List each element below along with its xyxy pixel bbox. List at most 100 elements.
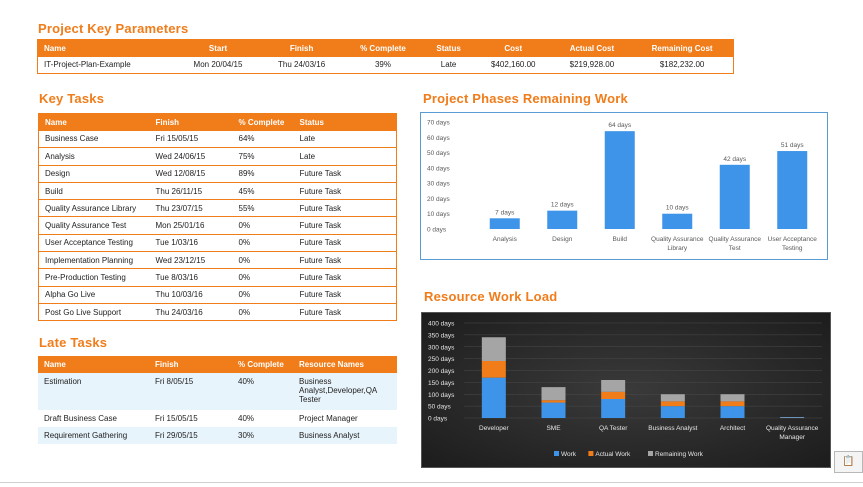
cell-status: Late (293, 147, 397, 166)
bar-segment (720, 406, 745, 418)
column-header-name: Name (38, 113, 150, 131)
phases-chart-svg: 0 days 10 days 20 days 30 days 40 days 50 day… (427, 120, 818, 253)
y-tick-label: 50 days (427, 150, 451, 157)
bar-segment (601, 399, 626, 418)
bar-segment (541, 387, 566, 401)
cell-finish: Fri 15/05/15 (149, 130, 233, 149)
cell-complete: 89% (232, 165, 294, 183)
cell-name: Requirement Gathering (38, 427, 149, 444)
x-tick-label: Design (552, 236, 573, 243)
resource-chart-title: Resource Work Load (424, 289, 558, 304)
bar-segment (660, 394, 685, 402)
bar-segment (660, 401, 685, 407)
bar-segment (720, 394, 745, 402)
x-tick-label: User Acceptance Testing (768, 236, 818, 252)
bar-segment (481, 377, 506, 418)
cell-status: Future Task (293, 216, 397, 235)
column-header-complete: % Complete (232, 356, 293, 373)
column-header-actual-cost: Actual Cost (552, 39, 632, 57)
key-tasks-table: Name Finish% Complete Status Business Case… (38, 113, 397, 322)
cell-finish: Thu 24/03/16 (155, 307, 203, 317)
table-row[interactable]: Design Wed 12/08/15 89% Future Task (38, 165, 397, 183)
y-tick-label: 60 days (427, 135, 451, 142)
y-tick-label: 30 days (427, 181, 451, 188)
cell-complete: 0% (232, 286, 294, 304)
y-tick-label: 250 days (428, 356, 455, 363)
cell-complete: 55% (232, 199, 294, 218)
key-params-title: Project Key Parameters (38, 21, 189, 36)
key-params-table: Name Start Finish% Complete Status Cost Actua… (37, 39, 734, 75)
key-params-row[interactable]: IT-Project-Plan-Example Mon 20/04/15 Thu 2… (38, 57, 734, 74)
cell-name: Pre-Production Testing (38, 268, 150, 287)
table-row[interactable]: Post Go Live Support Thu 24/03/16 0% Future… (39, 303, 397, 320)
cell-complete: 30% (232, 427, 293, 444)
x-tick-label: Build (613, 236, 628, 243)
bar (719, 164, 750, 229)
table-row[interactable]: Quality Assurance Library Thu 23/07/15 55%… (38, 199, 397, 218)
y-tick-label: 300 days (428, 344, 455, 351)
cell-finish: Thu 10/03/16 (149, 286, 233, 304)
y-tick-label: 150 days (428, 380, 455, 387)
cell-status: Future Task (293, 286, 397, 304)
clipboard-icon: 📋 (842, 456, 855, 467)
table-row[interactable]: Pre-Production Testing Tue 8/03/16 0% Futur… (38, 268, 397, 287)
bar-segment (481, 361, 506, 378)
table-row[interactable]: Analysis Wed 24/06/15 75% Late (38, 147, 397, 166)
bar (662, 213, 693, 229)
x-tick-label: Developer (479, 425, 509, 432)
cell-name: Implementation Planning (38, 251, 150, 270)
cell-complete: 64% (232, 130, 294, 149)
late-tasks-table: Name Finish% Complete Resource Names Estim… (38, 356, 397, 444)
legend-swatch (648, 451, 653, 456)
cell-finish: Fri 29/05/15 (149, 427, 232, 444)
x-tick-label: Quality Assurance Library (651, 236, 704, 252)
paste-options-button[interactable]: 📋 (834, 451, 863, 473)
column-header-complete: % Complete (342, 39, 424, 57)
cell-name: Analysis (38, 147, 150, 166)
resource-chart-svg: 0 days 50 days 100 days 150 days 200 days 250… (428, 321, 822, 458)
cell-resource-names: Project Manager (299, 414, 358, 423)
page-divider (0, 482, 863, 483)
column-header-finish: Finish (149, 113, 233, 131)
column-header-cost: Cost (473, 39, 553, 57)
cell-complete: 40% (238, 414, 255, 423)
cell-finish: Wed 24/06/15 (149, 147, 233, 166)
bar-segment (660, 406, 685, 418)
cell-finish: Tue 8/03/16 (149, 268, 233, 287)
cell-finish: Fri 8/05/15 (149, 373, 232, 410)
legend-label: Work (561, 451, 577, 458)
cell-remaining-cost: $182,232.00 (659, 60, 705, 70)
table-row[interactable]: Build Thu 26/11/15 45% Future Task (38, 182, 397, 201)
cell-status: Future Task (293, 268, 397, 287)
bar (777, 151, 808, 229)
x-tick-label: Analysis (493, 236, 518, 243)
bar (604, 131, 635, 229)
table-row[interactable]: Quality Assurance Test Mon 25/01/16 0% Futu… (38, 216, 397, 235)
table-row[interactable]: Implementation Planning Wed 23/12/15 0% Fut… (38, 251, 397, 270)
cell-name: User Acceptance Testing (38, 234, 150, 253)
column-header-name: Name (38, 356, 149, 373)
table-row[interactable]: Estimation Fri 8/05/15 40% Business Analyst… (38, 373, 397, 410)
bar-segment (541, 402, 566, 418)
column-header-status: Status (293, 113, 397, 131)
y-tick-label: 100 days (428, 392, 455, 399)
bar-segment (601, 391, 626, 399)
table-row[interactable]: Requirement Gathering Fri 29/05/15 30% Busi… (38, 427, 397, 444)
cell-complete: 45% (232, 182, 294, 201)
phases-chart-title: Project Phases Remaining Work (423, 91, 628, 106)
cell-status: Future Task (293, 182, 397, 201)
cell-status: Future Task (293, 234, 397, 253)
resource-chart[interactable]: 0 days 50 days 100 days 150 days 200 days 250… (421, 312, 831, 468)
table-row[interactable]: User Acceptance Testing Tue 1/03/16 0% Futu… (38, 234, 397, 253)
data-label: 42 days (723, 156, 747, 163)
phases-chart[interactable]: 0 days 10 days 20 days 30 days 40 days 50 day… (420, 112, 828, 260)
table-row[interactable]: Alpha Go Live Thu 10/03/16 0% Future Task (38, 286, 397, 304)
table-row[interactable]: Business Case Fri 15/05/15 64% Late (38, 130, 397, 149)
column-header-start: Start (175, 39, 261, 57)
cell-complete: 0% (232, 216, 294, 235)
cell-name: Build (38, 182, 150, 201)
legend-label: Actual Work (595, 451, 631, 458)
cell-status: Late (440, 60, 457, 70)
table-row[interactable]: Draft Business Case Fri 15/05/15 40% Projec… (38, 410, 397, 427)
legend-swatch (554, 451, 559, 456)
